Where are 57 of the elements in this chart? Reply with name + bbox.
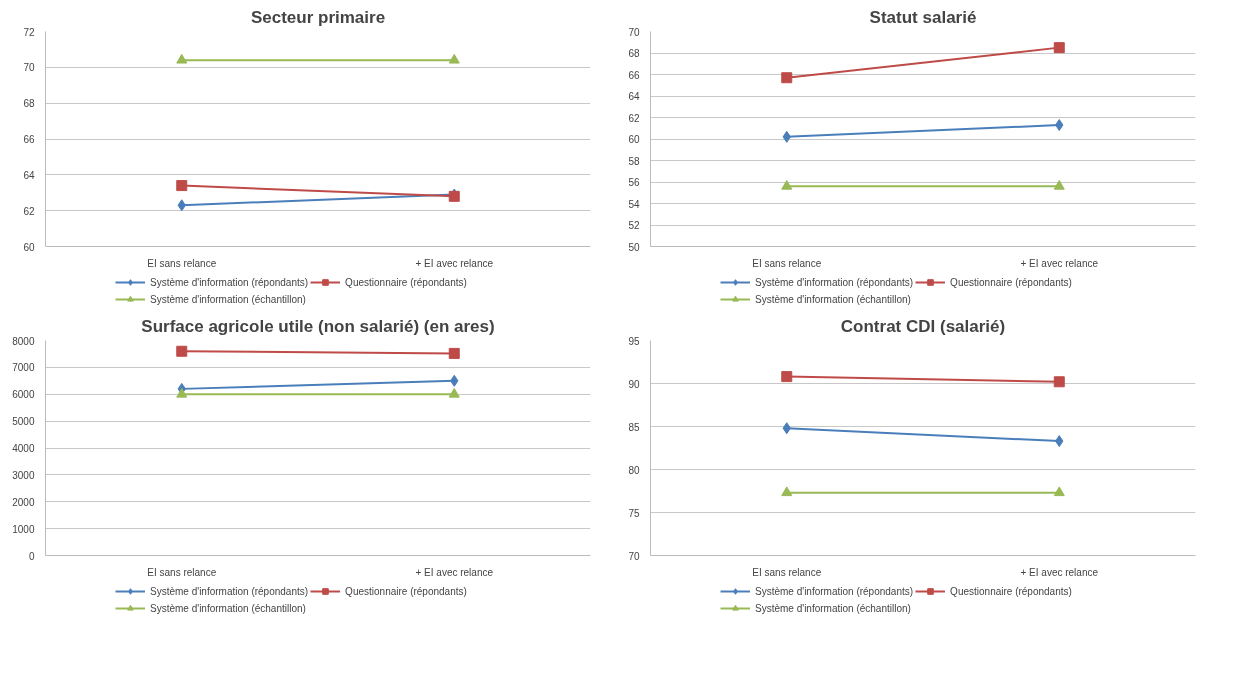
legend-label: Questionnaire (répondants) xyxy=(345,275,467,289)
y-tick-label: 75 xyxy=(628,507,640,519)
legend-label: Système d'information (échantillon) xyxy=(755,292,911,306)
y-tick-label: 60 xyxy=(628,134,640,145)
y-tick-label: 8000 xyxy=(12,335,35,347)
y-tick-label: 62 xyxy=(23,205,35,217)
legend-label: Questionnaire (répondants) xyxy=(950,584,1072,598)
y-tick-label: 62 xyxy=(628,112,640,124)
y-tick-label: 70 xyxy=(628,550,640,562)
x-tick-label: + EI avec relance xyxy=(1020,257,1099,269)
y-tick-label: 66 xyxy=(23,134,35,145)
y-tick-label: 64 xyxy=(628,91,640,102)
y-tick-label: 66 xyxy=(628,69,640,81)
y-tick-label: 50 xyxy=(628,241,640,253)
x-tick-label: + EI avec relance xyxy=(415,566,494,578)
y-tick-label: 56 xyxy=(628,177,640,188)
y-tick-label: 70 xyxy=(23,62,35,74)
y-tick-label: 7000 xyxy=(12,362,35,374)
legend-label: Système d'information (échantillon) xyxy=(755,601,911,615)
y-tick-label: 1000 xyxy=(12,523,35,535)
y-tick-label: 6000 xyxy=(12,389,35,401)
y-tick-label: 70 xyxy=(628,26,640,38)
y-tick-label: 52 xyxy=(628,220,640,231)
y-tick-label: 0 xyxy=(28,550,35,562)
chart-title: Surface agricole utile (non salarié) (en ares) xyxy=(141,316,495,336)
y-tick-label: 80 xyxy=(628,464,640,476)
y-tick-label: 72 xyxy=(23,26,35,38)
y-tick-label: 64 xyxy=(23,169,35,181)
y-tick-label: 54 xyxy=(628,198,640,210)
y-tick-label: 5000 xyxy=(12,416,35,428)
chart-title: Secteur primaire xyxy=(250,7,386,27)
y-tick-label: 60 xyxy=(23,241,35,253)
legend-label: Système d'information (répondants) xyxy=(755,275,914,289)
y-tick-label: 4000 xyxy=(12,443,35,454)
y-tick-label: 3000 xyxy=(12,469,35,481)
legend-label: Système d'information (échantillon) xyxy=(150,292,306,306)
y-tick-label: 58 xyxy=(628,155,640,167)
legend-label: Système d'information (répondants) xyxy=(150,275,309,289)
y-tick-label: 68 xyxy=(628,48,640,59)
chart-title: Contrat CDI (salarié) xyxy=(840,316,1006,336)
x-tick-label: EI sans relance xyxy=(752,257,822,269)
chart-title: Statut salarié xyxy=(869,7,977,27)
y-tick-label: 90 xyxy=(628,378,640,390)
y-tick-label: 95 xyxy=(628,335,640,347)
legend-label: Système d'information (répondants) xyxy=(755,584,914,598)
legend-label: Questionnaire (répondants) xyxy=(950,275,1072,289)
y-tick-label: 85 xyxy=(628,421,640,433)
x-tick-label: EI sans relance xyxy=(147,257,217,269)
legend-label: Questionnaire (répondants) xyxy=(345,584,467,598)
x-tick-label: + EI avec relance xyxy=(1020,566,1099,578)
y-tick-label: 2000 xyxy=(12,496,35,508)
x-tick-label: + EI avec relance xyxy=(415,257,494,269)
y-tick-label: 68 xyxy=(23,98,35,110)
x-tick-label: EI sans relance xyxy=(752,566,822,578)
x-tick-label: EI sans relance xyxy=(147,566,217,578)
legend-label: Système d'information (répondants) xyxy=(150,584,309,598)
legend-label: Système d'information (échantillon) xyxy=(150,601,306,615)
